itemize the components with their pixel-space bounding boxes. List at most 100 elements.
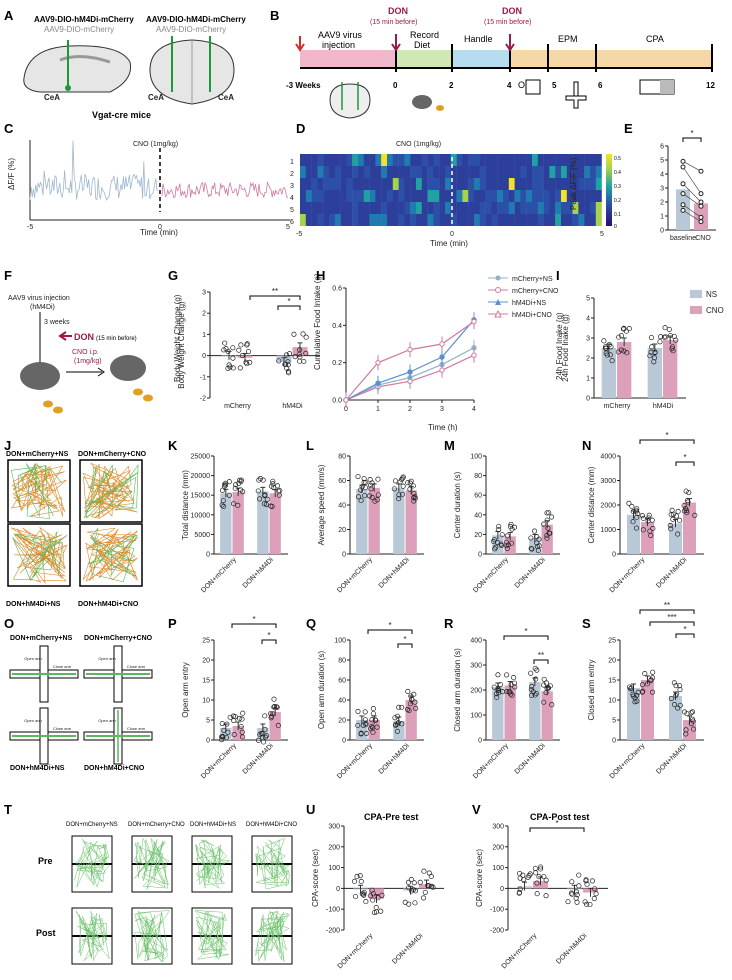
data-point [544, 535, 550, 541]
heatmap-cell [549, 166, 556, 178]
data-point [268, 711, 274, 717]
y-tick-label: 60 [474, 493, 482, 500]
heatmap-cell [340, 202, 347, 214]
row-label-5: 5 [290, 207, 294, 214]
data-point [528, 687, 534, 693]
heatmap-cell [300, 166, 306, 178]
heatmap-cell [398, 202, 405, 214]
legend-ns: NS [706, 290, 717, 299]
data-point [368, 486, 374, 492]
heatmap-cell [526, 202, 533, 214]
o-q4: DON+hM4Di+CNO [84, 765, 145, 772]
y-tick-label: 2 [586, 356, 590, 363]
heatmap-cell [323, 190, 330, 202]
data-point [582, 899, 588, 905]
data-point [685, 499, 691, 505]
data-point [607, 352, 613, 358]
heatmap-cell [416, 178, 422, 190]
data-point [275, 722, 281, 729]
data-point [648, 532, 654, 538]
data-point [239, 353, 245, 359]
x-tick-label: CNO [695, 235, 711, 242]
y-axis-label: CPA-score (sec) [475, 849, 484, 907]
heatmap-cell [334, 166, 341, 178]
y-tick-label: -200 [490, 928, 504, 935]
chart-h: 0.0 0.2 0.4 0.6 0 1 2 3 4 [332, 286, 477, 413]
bar [627, 514, 640, 554]
y-tick-label: 1 [202, 332, 206, 339]
heatmap-cell [520, 190, 527, 202]
heatmap-cell [410, 214, 417, 226]
row-label-1: 1 [290, 159, 294, 166]
epm-closed-label: Close arm [127, 664, 146, 669]
heatmap-cell [503, 178, 509, 190]
data-point [373, 904, 379, 911]
data-point [236, 347, 242, 353]
heatmap-cell [433, 202, 440, 214]
x-tick-label: 2 [408, 406, 412, 413]
data-point [632, 699, 638, 705]
data-point [426, 870, 432, 876]
bar [627, 688, 640, 740]
y-tick-label: 10000 [191, 512, 211, 519]
chart-u: -200 -100 0 100 200 300 DON+mCherry DON+hM4Di CP… [311, 824, 444, 970]
data-point [573, 889, 579, 895]
heatmap-cell [300, 154, 306, 166]
heatmap-cell [491, 214, 498, 226]
data-point [680, 207, 686, 213]
data-point [683, 727, 689, 733]
j-q1: DON+mCherry+NS [6, 451, 69, 458]
virus-label-4: AAV9-DIO-mCherry [156, 25, 226, 34]
data-point [692, 512, 698, 518]
data-point [634, 506, 640, 512]
heatmap-cell [346, 202, 353, 214]
data-point [397, 479, 403, 485]
heatmap-cell [543, 214, 550, 226]
data-point [239, 729, 245, 735]
data-point [245, 348, 252, 355]
data-point [271, 703, 278, 710]
legend-cno-swatch [690, 306, 702, 314]
bar [356, 720, 368, 740]
data-point [491, 537, 498, 543]
heatmap-cell [503, 154, 509, 166]
data-point [698, 203, 704, 209]
heatmap-cell [474, 166, 480, 178]
food-pellet-icon [436, 105, 444, 111]
data-point [239, 716, 245, 722]
data-point [494, 694, 500, 700]
y-tick-label: 200 [328, 844, 340, 851]
heatmap-cell [462, 190, 469, 202]
heatmap-cell [514, 166, 521, 178]
epm-open-label: Open arm [24, 656, 42, 661]
data-point [370, 706, 376, 712]
y-axis-label: Closed arm entry [587, 660, 596, 721]
tick-2: 2 [449, 81, 454, 90]
data-point [673, 692, 679, 699]
cpa-track [74, 838, 110, 889]
data-point [411, 880, 417, 886]
data-point [283, 352, 290, 358]
epm-maze-icon [565, 81, 587, 109]
food-1-icon [43, 400, 53, 408]
significance-bracket [277, 305, 301, 310]
heatmap-cell [329, 202, 335, 214]
heatmap-cell [358, 202, 364, 214]
oft-track [10, 463, 67, 517]
oft-track [82, 527, 139, 582]
heatmap-cell [381, 178, 388, 190]
heatmap-cell [590, 166, 596, 178]
stage6-label: CPA [646, 34, 664, 44]
y-tick-label: 3000 [600, 478, 616, 485]
heatmap-cell [305, 166, 312, 178]
data-point [505, 542, 511, 548]
data-point [493, 544, 499, 550]
data-point [649, 689, 656, 695]
heatmap-cell [421, 190, 428, 202]
data-point [407, 369, 413, 375]
y-axis-label: Open arm entry [181, 662, 190, 718]
heatmap-cell [416, 154, 422, 166]
heatmap-cell [363, 190, 370, 202]
chart-l: 0 20 40 60 80 DON+mCherry DON+hM4Di Average spe… [317, 454, 424, 594]
